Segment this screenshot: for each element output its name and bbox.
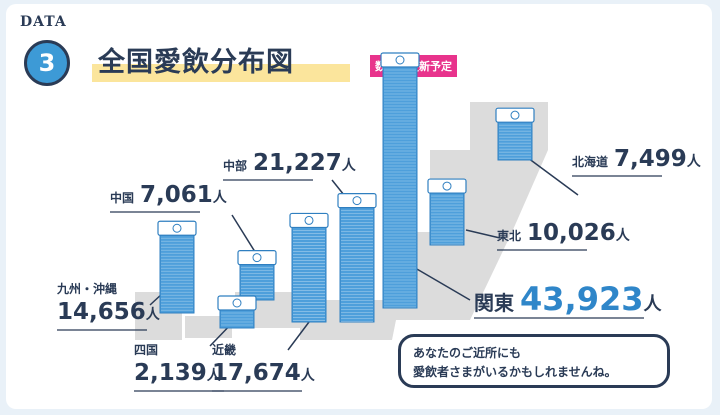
region-value: 10,026 — [527, 220, 616, 246]
region-value: 7,061 — [140, 182, 213, 208]
bill-top — [427, 178, 467, 194]
region-name: 九州・沖縄 — [57, 282, 118, 296]
region-label-東北: 東北 10,026人 — [497, 220, 630, 246]
bar-関東 — [380, 52, 420, 309]
region-unit: 人 — [615, 228, 630, 244]
bar-北海道 — [495, 107, 535, 161]
region-label-九州・沖縄: 九州・沖縄 14,656人 — [57, 280, 160, 325]
region-name: 中国 — [110, 191, 135, 205]
page-title: 全国愛飲分布図 — [98, 47, 294, 78]
region-name: 四国 — [134, 343, 159, 357]
callout-line-1: あなたのご近所にも — [413, 346, 522, 360]
bar-九州・沖縄 — [157, 220, 197, 314]
leader-line — [527, 157, 579, 196]
region-unit: 人 — [341, 158, 356, 174]
region-unit: 人 — [300, 368, 315, 384]
region-name: 近畿 — [212, 343, 237, 357]
region-name: 東北 — [497, 229, 522, 243]
leader-line — [287, 321, 310, 351]
region-value: 2,139 — [134, 360, 207, 386]
bill-top — [157, 220, 197, 236]
region-label-中国: 中国 7,061人 — [110, 182, 227, 208]
bar-東北 — [427, 178, 467, 246]
region-value: 14,656 — [57, 299, 146, 325]
leader-line — [231, 214, 258, 256]
region-value: 21,227 — [253, 150, 342, 176]
bill-emblem — [352, 196, 362, 206]
region-name: 北海道 — [572, 155, 609, 169]
region-value: 7,499 — [614, 146, 687, 172]
region-value: 17,674 — [212, 360, 301, 386]
region-label-四国: 四国 2,139人 — [134, 341, 221, 386]
region-name: 関東 — [474, 291, 514, 315]
bar-四国 — [217, 295, 257, 329]
callout-bubble: あなたのご近所にも 愛飲者さまがいるかもしれませんね。 — [398, 334, 670, 388]
bill-emblem — [304, 215, 314, 225]
bill-top — [495, 107, 535, 123]
region-unit: 人 — [686, 154, 701, 170]
region-unit: 人 — [212, 190, 227, 206]
region-label-中部: 中部 21,227人 — [223, 150, 356, 176]
title-highlight — [92, 64, 350, 82]
region-name: 中部 — [223, 159, 248, 173]
region-label-関東: 関東 43,923人 — [474, 280, 661, 318]
bill-top — [237, 250, 277, 266]
leader-line — [409, 264, 471, 301]
region-unit: 人 — [145, 307, 160, 323]
bill-top — [289, 212, 329, 229]
map-region-shape — [395, 232, 512, 320]
leader-line — [465, 229, 501, 239]
bill-emblem — [395, 55, 405, 65]
bill-emblem — [232, 298, 242, 308]
callout-line-2: 愛飲者さまがいるかもしれませんね。 — [413, 365, 617, 379]
bar-近畿 — [289, 212, 329, 323]
bill-emblem — [510, 110, 520, 120]
data-badge-number: 3 — [24, 40, 70, 86]
region-unit: 人 — [643, 294, 662, 315]
region-unit: 人 — [206, 368, 221, 384]
bill-emblem — [442, 181, 452, 191]
region-value: 43,923 — [520, 280, 644, 318]
bill-top — [337, 192, 377, 209]
bar-中国 — [237, 250, 277, 301]
region-label-近畿: 近畿 17,674人 — [212, 341, 315, 386]
region-label-北海道: 北海道 7,499人 — [572, 146, 701, 172]
bill-top — [217, 295, 257, 311]
bill-emblem — [252, 253, 262, 263]
bar-中部 — [337, 192, 377, 323]
bill-top — [380, 52, 420, 68]
bill-emblem — [172, 223, 182, 233]
data-badge-label: DATA — [20, 14, 67, 30]
